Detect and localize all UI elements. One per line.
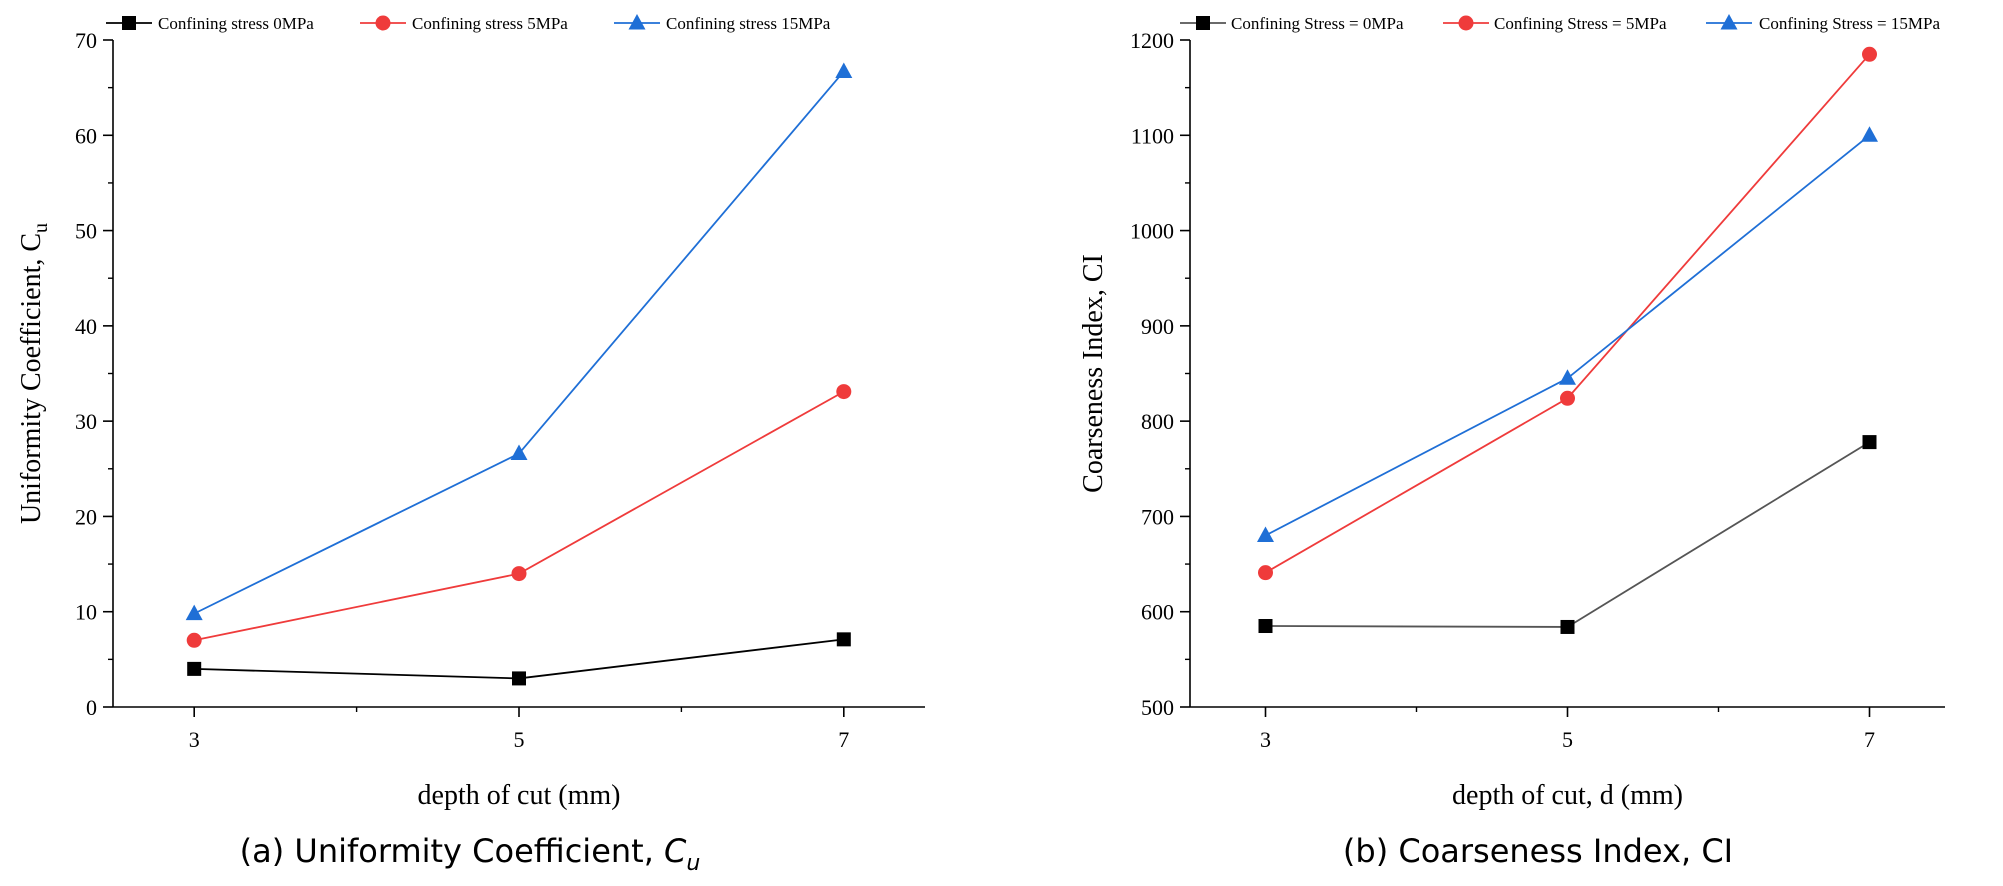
data-point bbox=[836, 632, 851, 647]
legend-marker bbox=[1720, 14, 1738, 30]
legend-label: Confining Stress = 15MPa bbox=[1759, 14, 1940, 33]
y-tick-label: 20 bbox=[75, 504, 97, 529]
legend-label: Confining stress 5MPa bbox=[412, 14, 568, 33]
data-point bbox=[1560, 619, 1575, 634]
x-axis-label: depth of cut (mm) bbox=[418, 780, 621, 811]
data-point bbox=[1257, 526, 1274, 542]
legend-label: Confining Stress = 0MPa bbox=[1231, 14, 1404, 33]
y-tick-label: 10 bbox=[75, 600, 97, 625]
legend-entry-3: Confining Stress = 15MPa bbox=[1706, 14, 1940, 33]
series-2 bbox=[186, 384, 852, 648]
y-tick-label: 700 bbox=[1141, 504, 1174, 529]
data-point bbox=[835, 62, 853, 78]
legend-entry-1: Confining Stress = 0MPa bbox=[1180, 14, 1404, 33]
legend-marker bbox=[1458, 15, 1474, 31]
data-point bbox=[1559, 369, 1576, 385]
x-tick-label: 5 bbox=[514, 727, 525, 752]
chart-uniformity-coefficient: 0 10 20 30 40 50 60 70 3 5 7 depth of cut (mm) Unifo… bbox=[16, 14, 925, 876]
x-axis-label: depth of cut, d (mm) bbox=[1452, 780, 1683, 811]
series-2 bbox=[1258, 46, 1877, 581]
chart-coarseness-index: 500 600 700 800 900 1000 1100 1200 3 5 7 depth of c… bbox=[1078, 14, 1945, 870]
series-line bbox=[1265, 134, 1871, 537]
data-point bbox=[1862, 435, 1877, 450]
caption-subscript: u bbox=[686, 851, 700, 876]
x-tick-label: 3 bbox=[1260, 727, 1271, 752]
y-tick-label: 600 bbox=[1141, 600, 1174, 625]
caption-text: (b) Coarseness Index, CI bbox=[1343, 832, 1733, 870]
legend-entry-3: Confining stress 15MPa bbox=[614, 14, 831, 33]
series-line bbox=[193, 70, 845, 615]
y-tick-label: 40 bbox=[75, 314, 97, 339]
y-tick-label: 1200 bbox=[1130, 28, 1174, 53]
x-tick-label: 7 bbox=[1864, 727, 1875, 752]
caption-symbol: C bbox=[664, 832, 687, 870]
y-tick-label: 1100 bbox=[1131, 123, 1174, 148]
legend-marker bbox=[122, 16, 136, 30]
y-axis-label: Coarseness Index, CI bbox=[1078, 254, 1109, 493]
series-line bbox=[194, 390, 845, 642]
chart-caption: (b) Coarseness Index, CI bbox=[1343, 832, 1733, 870]
y-tick-label: 60 bbox=[75, 123, 97, 148]
x-tick-label: 7 bbox=[838, 727, 849, 752]
y-tick-label: 30 bbox=[75, 409, 97, 434]
data-point bbox=[1258, 619, 1273, 634]
data-point bbox=[510, 444, 528, 461]
y-tick-label: 900 bbox=[1141, 314, 1174, 339]
data-point bbox=[1258, 565, 1273, 581]
x-tick-label: 5 bbox=[1562, 727, 1573, 752]
y-tick-label: 50 bbox=[75, 219, 97, 244]
legend-marker bbox=[1196, 16, 1210, 30]
legend-entry-1: Confining stress 0MPa bbox=[106, 14, 314, 33]
legend-label: Confining stress 15MPa bbox=[666, 14, 831, 33]
y-tick-label: 500 bbox=[1141, 695, 1174, 720]
y-tick-label: 70 bbox=[75, 28, 97, 53]
y-axis-label: Uniformity Coefficient, Cu bbox=[16, 223, 52, 524]
series-line bbox=[1265, 53, 1871, 574]
legend-entry-2: Confining Stress = 5MPa bbox=[1443, 14, 1667, 33]
data-point bbox=[185, 604, 203, 621]
data-point bbox=[512, 671, 526, 686]
data-point bbox=[836, 384, 852, 400]
legend-label: Confining Stress = 5MPa bbox=[1494, 14, 1667, 33]
y-axis-label-text: Uniformity Coefficient, C bbox=[16, 233, 47, 524]
series-1 bbox=[1258, 435, 1877, 634]
y-tick-label: 800 bbox=[1141, 409, 1174, 434]
series-3 bbox=[185, 62, 853, 621]
legend-label: Confining stress 0MPa bbox=[158, 14, 314, 33]
y-tick-label: 1000 bbox=[1130, 219, 1174, 244]
series-1 bbox=[187, 632, 851, 686]
legend-marker bbox=[628, 14, 646, 30]
legend-marker bbox=[375, 15, 391, 31]
data-point bbox=[1862, 46, 1877, 62]
data-point bbox=[511, 566, 527, 582]
legend-entry-2: Confining stress 5MPa bbox=[360, 14, 568, 33]
y-axis-label-subscript: u bbox=[30, 223, 52, 233]
caption-text: (a) Uniformity Coefficient, bbox=[240, 832, 664, 870]
y-tick-label: 0 bbox=[86, 695, 97, 720]
series-line bbox=[1265, 441, 1870, 628]
data-point bbox=[187, 661, 202, 676]
data-point bbox=[186, 632, 202, 648]
data-point bbox=[1560, 390, 1575, 406]
series-3 bbox=[1257, 126, 1878, 542]
y-axis-label-text: Coarseness Index, CI bbox=[1078, 254, 1109, 493]
x-tick-label: 3 bbox=[189, 727, 200, 752]
data-point bbox=[1861, 126, 1878, 142]
chart-caption: (a) Uniformity Coefficient, Cu bbox=[240, 832, 701, 876]
